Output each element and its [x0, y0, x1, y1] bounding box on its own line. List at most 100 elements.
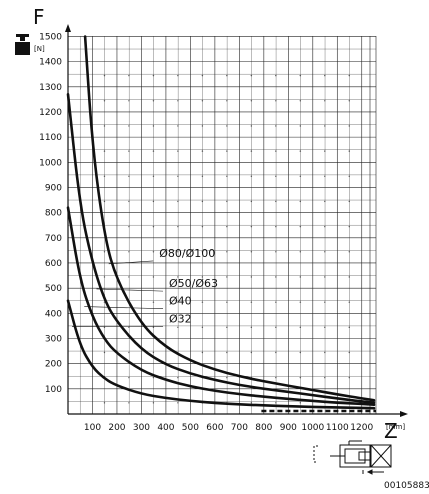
grid-dot — [226, 225, 228, 228]
grid-dot — [177, 376, 179, 379]
grid-dot — [348, 251, 350, 253]
y-tick-label: 100 — [45, 385, 62, 395]
curve-leader-line — [108, 260, 154, 265]
grid-dot — [250, 351, 253, 354]
grid-dot — [299, 125, 302, 127]
grid-dot — [299, 200, 302, 203]
grid-dot — [250, 276, 253, 278]
grid-dot — [201, 74, 204, 77]
grid-dot — [324, 326, 326, 329]
grid-dot — [299, 326, 302, 329]
grid-dot — [226, 326, 228, 329]
grid-dot — [250, 125, 253, 127]
weight-icon — [15, 34, 30, 55]
y-tick-label: 800 — [45, 209, 62, 219]
grid-dot — [275, 225, 277, 228]
grid-dot — [152, 74, 155, 77]
y-axis-unit: [N] — [34, 45, 45, 53]
document-id: 00105883 — [384, 481, 429, 491]
grid-dot — [177, 225, 179, 228]
grid-dot — [275, 100, 277, 102]
y-axis-arrow — [65, 24, 71, 32]
grid-dot — [177, 100, 179, 102]
grid-dot — [201, 125, 204, 127]
grid-dot — [299, 276, 302, 278]
grid-dot — [128, 200, 130, 203]
curve — [66, 206, 376, 406]
grid-dot — [177, 175, 179, 177]
grid-dot — [324, 125, 326, 127]
x-tick-label: 600 — [206, 423, 223, 433]
x-tick-label: 1200 — [350, 423, 373, 433]
y-tick-label: 900 — [45, 183, 62, 193]
grid-dots — [103, 74, 350, 404]
grid-dot — [103, 100, 106, 102]
grid-dot — [250, 150, 253, 152]
grid-dot — [275, 74, 277, 77]
grid-dot — [226, 150, 228, 152]
grid-dot — [103, 150, 106, 152]
grid-dot — [152, 301, 155, 303]
grid-dot — [324, 100, 326, 102]
grid-dot — [275, 251, 277, 253]
grid-dot — [128, 376, 130, 379]
curve — [66, 299, 376, 410]
grid-dot — [299, 351, 302, 354]
x-axis-symbol: Z — [384, 419, 398, 443]
grid-dot — [348, 175, 350, 177]
grid-dot — [103, 251, 106, 253]
x-tick-label: 200 — [108, 423, 125, 433]
grid-dot — [275, 276, 277, 278]
grid-dot — [103, 74, 106, 77]
y-tick-label: 500 — [45, 284, 62, 294]
grid-dot — [152, 175, 155, 177]
grid-dot — [299, 225, 302, 228]
grid-dot — [201, 301, 204, 303]
y-tick-label: 1100 — [39, 133, 62, 143]
x-tick-label: 300 — [133, 423, 150, 433]
grid-dot — [324, 376, 326, 379]
curve-leader-line — [96, 288, 164, 292]
curve-label: Ø50/Ø63 — [169, 277, 218, 290]
grid-dot — [152, 100, 155, 102]
grid-dot — [177, 150, 179, 152]
x-tick-label: 1000 — [301, 423, 324, 433]
grid-dot — [250, 402, 253, 404]
grid-dot — [128, 326, 130, 329]
grid-dot — [177, 200, 179, 203]
grid-dot — [128, 251, 130, 253]
grid-dot — [299, 175, 302, 177]
cylinder-diagram-icon — [313, 440, 392, 475]
grid-dot — [324, 175, 326, 177]
grid-dot — [324, 200, 326, 203]
grid-dot — [152, 402, 155, 404]
grid-dot — [177, 301, 179, 303]
grid-dot — [250, 225, 253, 228]
grid-dot — [177, 326, 179, 329]
y-tick-label: 1300 — [39, 83, 62, 93]
grid-dot — [226, 276, 228, 278]
grid-dot — [348, 301, 350, 303]
grid-dot — [201, 351, 204, 354]
grid-dot — [250, 100, 253, 102]
x-axis-arrow — [400, 411, 408, 417]
grid-dot — [128, 100, 130, 102]
axes — [65, 24, 408, 417]
grid-dot — [152, 376, 155, 379]
curve — [66, 93, 376, 404]
y-tick-label: 400 — [45, 309, 62, 319]
grid-dot — [299, 301, 302, 303]
grid-dot — [201, 100, 204, 102]
y-tick-label: 600 — [45, 259, 62, 269]
grid-dot — [250, 74, 253, 77]
grid-dot — [275, 351, 277, 354]
grid-dot — [324, 150, 326, 152]
x-tick-label: 900 — [280, 423, 297, 433]
grid-dot — [324, 301, 326, 303]
grid-dot — [226, 301, 228, 303]
curve — [83, 35, 376, 402]
grid-dot — [226, 376, 228, 379]
grid-dot — [128, 125, 130, 127]
grid-dot — [226, 100, 228, 102]
x-axis-unit: [mm] — [386, 423, 405, 431]
